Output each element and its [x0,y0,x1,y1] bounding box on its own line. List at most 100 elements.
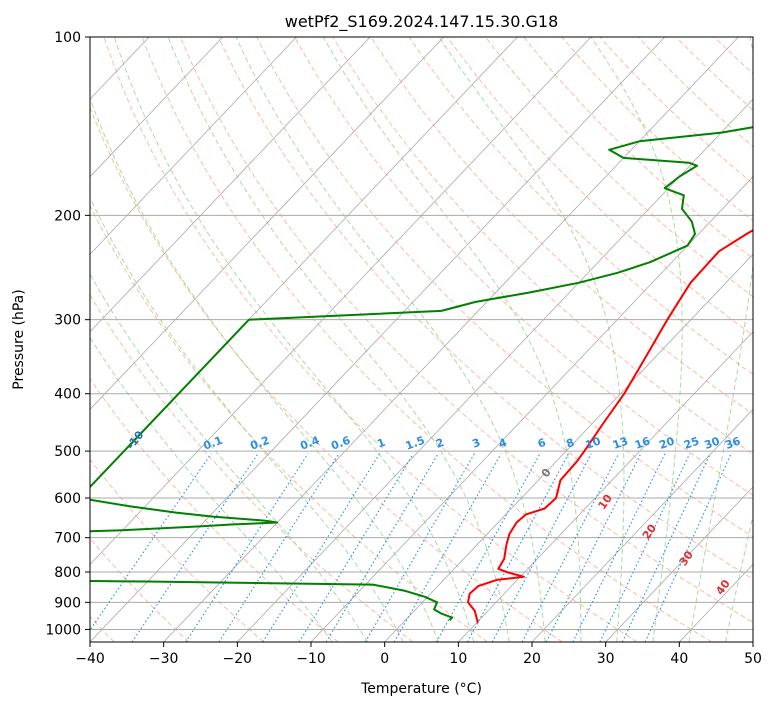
moist-adiabat [438,37,625,642]
mixing-ratio-line [185,453,309,642]
moist-adiabat [90,196,404,642]
mixing-ratio-label: 10 [584,434,603,452]
mixing-ratio-label: 16 [633,434,652,452]
y-tick-label: 500 [54,444,81,460]
isotherm [679,563,753,642]
mixing-ratio-line [545,453,642,642]
mixing-ratio-label: 1.5 [404,434,427,453]
x-tick-label: 50 [744,651,762,667]
plot-frame [89,36,754,643]
dry-adiabat [217,37,753,580]
mixing-ratio-label: 0.1 [202,434,225,453]
mixing-ratio-label: 3 [470,436,482,451]
isotherm [163,37,739,642]
mixing-ratio-label: 4 [497,436,509,451]
mixing-ratio-line [644,453,732,642]
mixing-ratio-line [621,453,711,642]
isotherm [752,641,753,642]
isotherm [90,37,371,333]
mixing-ratio-line [467,453,569,642]
mixing-ratio-line [491,453,592,642]
mixing-ratio-label: 0.2 [248,434,271,453]
mixing-ratio-label: 36 [723,434,742,452]
dry-adiabat [752,37,753,39]
dry-adiabat [179,37,753,623]
moist-adiabat [90,273,369,642]
mixing-ratio-label: 30 [703,434,722,452]
mixing-ratio-label: 0.4 [298,434,321,453]
isotherm [90,37,224,178]
y-tick-label: 100 [54,30,81,46]
dry-adiabat [637,37,753,148]
mixing-ratio-line [393,453,502,642]
temperature-profile [467,229,753,624]
x-tick-label: −20 [223,651,253,667]
y-axis-label: Pressure (hPa) [11,289,27,389]
isotherm [384,253,753,642]
y-tick-label: 600 [54,491,81,507]
y-tick-label: 400 [54,387,81,403]
dry-adiabat [90,204,488,642]
plot-series [90,126,753,624]
dry-adiabat [294,37,753,496]
moist-adiabat-label: 30 [677,548,697,568]
mixing-ratio-line [262,453,381,642]
moist-adiabat [90,97,439,642]
mixing-ratio-line [364,453,475,642]
dry-adiabat [408,37,753,375]
x-axis: −40 −30 −20 −10 0 10 20 30 40 50 [75,642,762,667]
mixing-ratio-line [521,453,620,642]
mixing-ratio-line [435,453,541,642]
plot-background-lines [0,37,753,642]
chart-title: wetPf2_S169.2024.147.15.30.G18 [285,12,559,32]
mixing-ratio-line [298,453,414,642]
isotherm [237,98,753,642]
y-tick-label: 1000 [45,622,81,638]
dry-adiabat [90,106,563,642]
x-tick-label: 30 [597,651,615,667]
mixing-ratio-label: 2 [434,436,446,451]
y-tick-label: 300 [54,313,81,329]
dry-adiabat [523,37,753,260]
moist-adiabat [235,37,546,642]
mixing-ratio-label: 20 [657,434,676,452]
dry-adiabat [90,458,264,642]
x-tick-label: 20 [523,651,541,667]
moist-adiabat [322,37,582,642]
x-tick-label: −10 [296,651,326,667]
mixing-ratio-line [325,453,439,642]
plot-line-labels: -100-90-80-70-60-50-40-30-20-10010203040… [124,428,743,597]
mixing-ratio-line [90,453,212,632]
isotherm [531,408,753,642]
x-tick-label: 10 [449,651,467,667]
x-tick-label: 40 [670,651,688,667]
moist-adiabat-label: 20 [640,522,660,542]
y-tick-label: 900 [54,595,81,611]
dry-adiabat [103,37,638,642]
moist-adiabat-label: 40 [713,577,733,597]
isotherm [0,37,2,642]
mixing-ratio-line [572,453,666,642]
isotherm [458,331,753,642]
x-tick-label: 0 [380,651,389,667]
isotherm [90,37,592,566]
mixing-ratio-line [218,453,340,642]
moist-adiabat [90,336,333,642]
moist-adiabat [167,37,510,642]
mixing-ratio-label: 6 [536,436,548,451]
dry-adiabat [485,37,753,298]
mixing-ratio-line [131,453,259,642]
dry-adiabat [141,37,712,642]
isotherm [310,176,753,642]
mixing-ratio-label: 25 [682,435,701,452]
mixing-ratio-label: 8 [565,436,577,451]
y-tick-label: 700 [54,531,81,547]
isotherm [90,37,666,642]
dewpoint-profile [90,126,753,621]
dry-adiabat [90,537,190,642]
y-axis: 100 200 300 400 500 600 700 800 900 1000 [45,30,90,638]
moist-adiabat [725,513,753,642]
x-axis-label: Temperature (°C) [360,681,482,697]
y-tick-label: 200 [54,208,81,224]
